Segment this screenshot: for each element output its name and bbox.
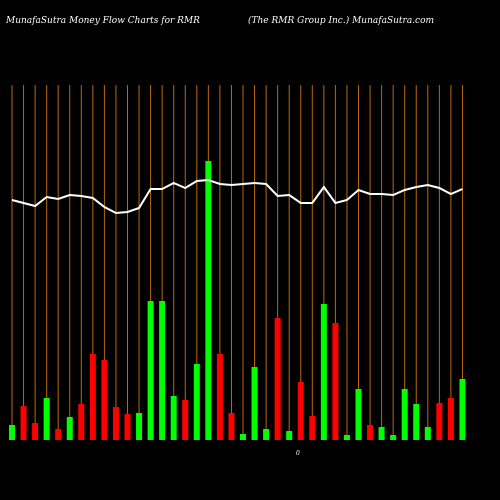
- bar: [147, 301, 154, 440]
- bar: [136, 413, 143, 440]
- bar: [193, 364, 200, 440]
- bar: [320, 304, 327, 440]
- bar: [170, 396, 177, 440]
- bar: [309, 416, 316, 440]
- bar: [89, 354, 96, 440]
- bar: [332, 323, 339, 440]
- bar: [447, 398, 454, 440]
- bar: [32, 423, 39, 440]
- baseline-label: 0: [296, 450, 300, 457]
- bar: [459, 379, 466, 440]
- bar: [159, 301, 166, 440]
- bar: [390, 435, 397, 440]
- bar: [286, 431, 293, 440]
- bar: [251, 367, 258, 440]
- bar: [274, 318, 281, 440]
- bar: [424, 427, 431, 440]
- bar: [101, 360, 108, 440]
- bar: [9, 425, 15, 440]
- bar: [43, 398, 50, 440]
- bar: [78, 404, 85, 440]
- bar: [401, 389, 408, 440]
- bar: [216, 354, 223, 440]
- bar: [112, 407, 119, 440]
- bar: [20, 406, 27, 440]
- bar: [413, 404, 420, 440]
- chart-title: MunafaSutra Money Flow Charts for RMR: [5, 16, 200, 26]
- bar: [66, 417, 73, 440]
- bar: [436, 403, 443, 440]
- bar: [355, 389, 362, 440]
- bar: [378, 427, 385, 440]
- chart-subtitle: (The RMR Group Inc.) MunafaSutra.com: [248, 15, 434, 26]
- bar: [240, 434, 246, 440]
- bar: [205, 161, 212, 440]
- bar: [55, 429, 62, 440]
- bar: [343, 435, 350, 440]
- bar: [367, 425, 374, 440]
- bar: [263, 429, 270, 440]
- bar: [228, 413, 235, 440]
- bar: [124, 414, 131, 440]
- money-flow-line: [11, 178, 463, 215]
- bar: [297, 382, 304, 440]
- bar: [182, 400, 189, 440]
